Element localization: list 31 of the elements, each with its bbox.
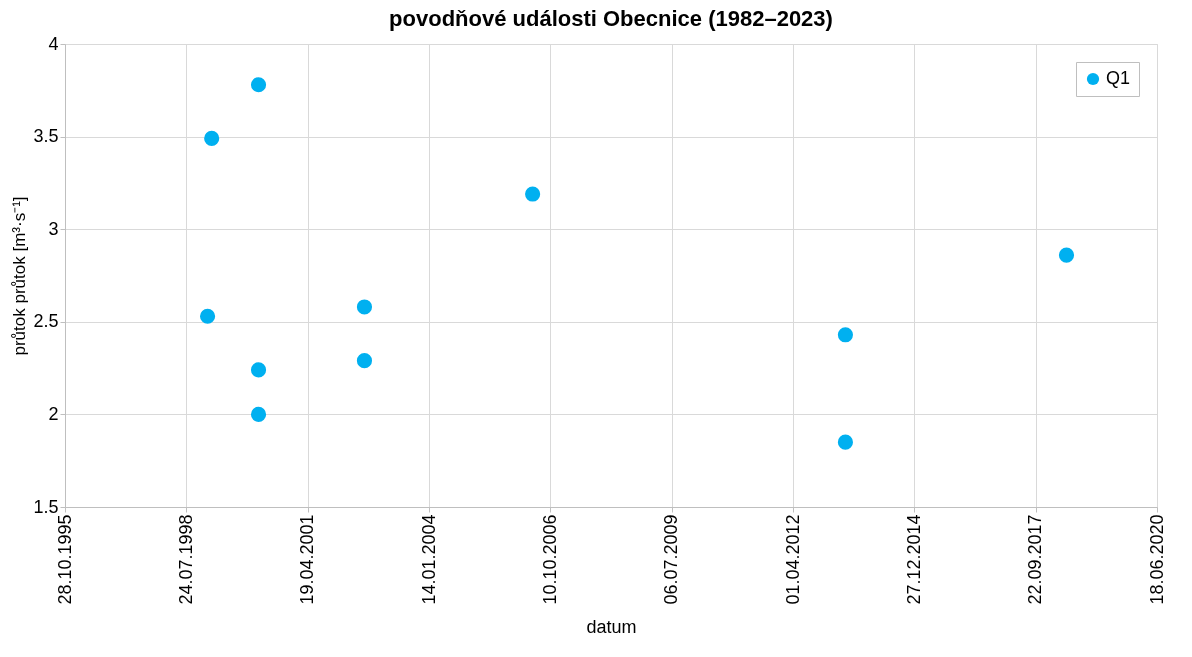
point — [250, 77, 267, 93]
chart-title: povodňové události Obecnice (1982–2023) — [389, 6, 833, 31]
x-tick-label: 28.10.1995 — [54, 514, 75, 605]
y-axis-title: průtok průtok [m³·s⁻¹] — [10, 196, 30, 356]
point — [1058, 247, 1075, 263]
point — [250, 406, 267, 422]
point — [250, 362, 267, 378]
x-tick-label: 14.01.2004 — [418, 514, 439, 605]
legend-label: Q1 — [1106, 68, 1131, 88]
point — [525, 186, 541, 202]
x-axis-title: datum — [586, 616, 637, 637]
point — [204, 130, 220, 147]
x-tick-label: 10.10.2006 — [539, 514, 560, 605]
y-tick-label: 4 — [48, 33, 59, 54]
y-tick-label: 2 — [48, 403, 59, 424]
y-tick-label: 3.5 — [33, 126, 59, 147]
x-tick-label: 06.07.2009 — [661, 514, 682, 605]
x-tick-label: 24.07.1998 — [175, 514, 196, 605]
x-tick-label: 27.12.2014 — [903, 514, 924, 605]
y-tick-label: 1.5 — [33, 496, 59, 517]
x-tick-label: 19.04.2001 — [297, 514, 318, 605]
point — [356, 353, 373, 369]
point — [837, 327, 853, 343]
x-tick-label: 22.09.2017 — [1025, 514, 1046, 605]
x-tick-label: 18.06.2020 — [1146, 514, 1167, 605]
y-tick-label: 2.5 — [33, 311, 59, 332]
point — [199, 308, 216, 324]
point — [356, 299, 373, 315]
x-tick-label: 01.04.2012 — [782, 514, 803, 605]
point — [837, 434, 853, 450]
y-tick-label: 3 — [48, 218, 59, 239]
